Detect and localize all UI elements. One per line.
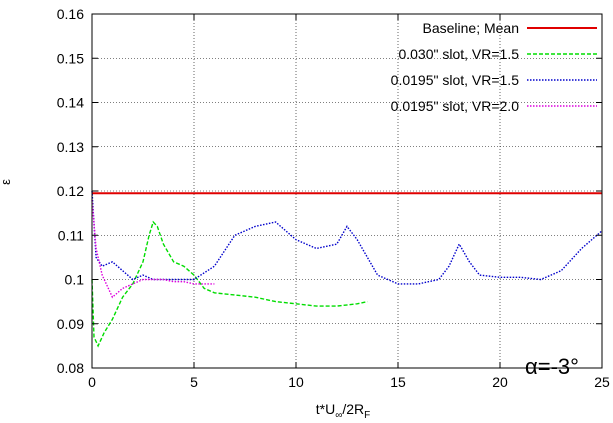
- legend: Baseline; Mean 0.030" slot, VR=1.5 0.0195"…: [391, 20, 597, 114]
- x-axis-label: t*U∞/2RF: [316, 401, 371, 421]
- x-tick-label: 0: [88, 374, 96, 390]
- y-axis-label: ε: [0, 179, 13, 185]
- x-axis-label-main: t*U: [316, 401, 335, 417]
- series-line-3: [91, 199, 215, 299]
- y-tick-label: 0.14: [57, 95, 84, 111]
- grid: [92, 14, 602, 368]
- y-tick-label: 0.13: [57, 139, 84, 155]
- y-tick-label: 0.11: [58, 227, 84, 243]
- ticks: 0.08 0.09 0.1 0.11 0.12 0.13 0.14 0.15 0.16 0 5 10 1…: [57, 6, 610, 390]
- series-layer: [91, 190, 603, 348]
- legend-label: 0.030" slot, VR=1.5: [398, 46, 519, 62]
- x-tick-label: 5: [190, 374, 198, 390]
- series-line-2: [91, 190, 603, 285]
- series-line-1: [91, 220, 368, 348]
- y-tick-label: 0.09: [57, 316, 84, 332]
- x-tick-label: 10: [288, 374, 304, 390]
- x-axis-label-mid: /2R: [342, 401, 364, 417]
- x-tick-label: 25: [594, 374, 610, 390]
- x-axis-label-sub: F: [364, 410, 370, 421]
- x-tick-label: 20: [492, 374, 508, 390]
- legend-label: 0.0195" slot, VR=1.5: [391, 72, 520, 88]
- y-tick-label: 0.12: [57, 183, 84, 199]
- legend-label: Baseline; Mean: [422, 20, 519, 36]
- x-tick-label: 15: [390, 374, 406, 390]
- y-tick-label: 0.08: [57, 360, 84, 376]
- legend-label: 0.0195" slot, VR=2.0: [391, 98, 520, 114]
- alpha-annotation: α=-3°: [525, 354, 579, 379]
- y-tick-label: 0.1: [65, 272, 85, 288]
- y-tick-label: 0.16: [57, 6, 84, 22]
- y-tick-label: 0.15: [57, 50, 84, 66]
- x-axis-label-sub-inf: ∞: [335, 410, 342, 421]
